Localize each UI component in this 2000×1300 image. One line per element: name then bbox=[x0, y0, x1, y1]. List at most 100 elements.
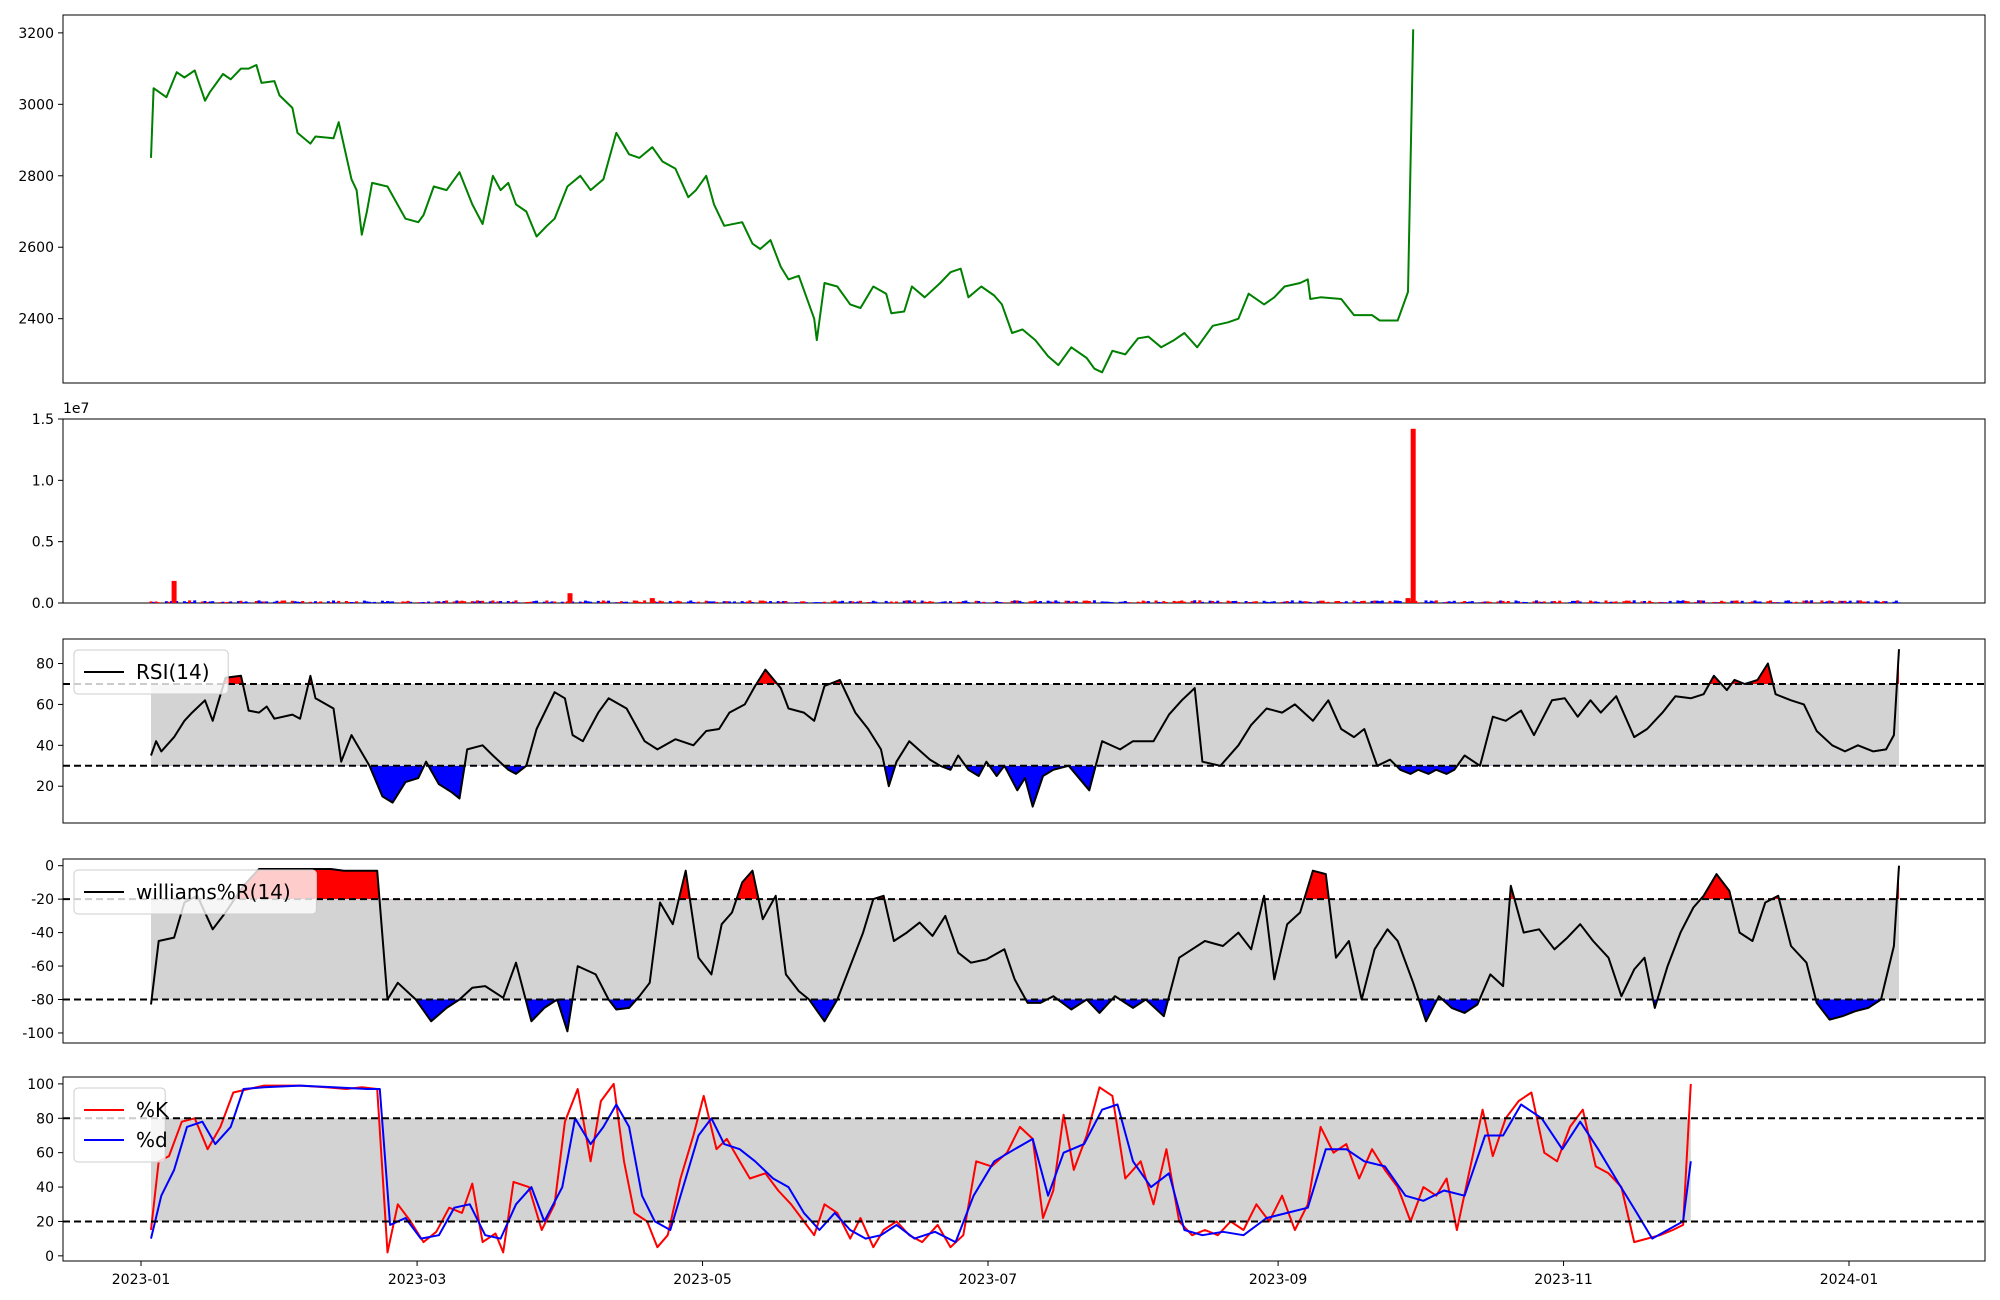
volume-bar bbox=[1704, 602, 1708, 603]
volume-bar bbox=[1092, 600, 1096, 603]
volume-bar bbox=[1182, 601, 1186, 603]
volume-bar bbox=[1591, 601, 1595, 603]
volume-bar bbox=[1015, 600, 1019, 603]
williams-neutral-band bbox=[151, 899, 1899, 1000]
volume-bar bbox=[733, 601, 736, 603]
volume-bar bbox=[1370, 600, 1374, 603]
volume-bar bbox=[1720, 600, 1724, 603]
volume-bar bbox=[1141, 600, 1145, 603]
volume-bar bbox=[1018, 600, 1022, 603]
volume-bar bbox=[1571, 600, 1574, 603]
volume-bar bbox=[152, 602, 156, 603]
volume-bar bbox=[1175, 601, 1179, 603]
volume-bar bbox=[167, 601, 171, 603]
volume-bar bbox=[1100, 601, 1104, 603]
volume-bar bbox=[1686, 601, 1690, 603]
volume-bar bbox=[1717, 602, 1721, 603]
volume-bar bbox=[545, 600, 549, 603]
volume-bar-notable bbox=[1410, 428, 1416, 603]
volume-bars bbox=[149, 428, 1901, 603]
volume-bar bbox=[383, 602, 387, 603]
volume-bar bbox=[1771, 602, 1775, 603]
volume-bar bbox=[1846, 602, 1850, 603]
volume-bar bbox=[784, 601, 788, 603]
volume-bar bbox=[1722, 601, 1726, 603]
volume-bar bbox=[1627, 600, 1631, 603]
volume-bar bbox=[1244, 601, 1248, 603]
volume-bar bbox=[622, 601, 626, 603]
volume-bar bbox=[1542, 601, 1546, 603]
volume-bar bbox=[1828, 600, 1832, 603]
volume-bar bbox=[1303, 601, 1307, 603]
volume-bar bbox=[1213, 602, 1217, 603]
volume-bar bbox=[362, 600, 366, 603]
volume-bar bbox=[1164, 602, 1168, 603]
volume-bar bbox=[1154, 600, 1158, 603]
volume-bar bbox=[308, 601, 312, 603]
volume-bar bbox=[1864, 601, 1868, 603]
volume-bar bbox=[445, 600, 449, 603]
volume-bar bbox=[661, 601, 664, 603]
volume-bar bbox=[1118, 601, 1122, 603]
volume-bar bbox=[779, 601, 783, 603]
volume-bar bbox=[1344, 601, 1348, 603]
volume-bar bbox=[707, 601, 711, 603]
volume-bar bbox=[370, 602, 374, 603]
volume-bar bbox=[869, 602, 873, 603]
volume-bar bbox=[1082, 600, 1086, 603]
price-panel-frame bbox=[62, 14, 1986, 384]
volume-bar bbox=[565, 601, 569, 603]
volume-bar bbox=[211, 601, 215, 603]
volume-bar bbox=[1108, 601, 1112, 603]
volume-bar bbox=[871, 600, 875, 603]
volume-bar bbox=[866, 602, 870, 603]
volume-bar bbox=[236, 601, 240, 603]
volume-bar bbox=[1594, 601, 1598, 603]
stoch-legend-box bbox=[73, 1087, 166, 1163]
volume-bar bbox=[1262, 600, 1266, 603]
volume-bar bbox=[1208, 600, 1212, 603]
volume-bar bbox=[640, 602, 644, 603]
volume-bar bbox=[1812, 602, 1816, 603]
volume-bar bbox=[1445, 601, 1449, 603]
volume-bar bbox=[226, 601, 230, 603]
volume-bar bbox=[889, 601, 893, 603]
volume-bar bbox=[1252, 601, 1256, 603]
volume-bar bbox=[1190, 600, 1194, 603]
volume-bar bbox=[946, 602, 950, 603]
volume-bar bbox=[1501, 600, 1505, 603]
stoch-ytick-label: 80 bbox=[36, 1111, 54, 1127]
volume-bar bbox=[262, 601, 266, 603]
williams-panel-frame bbox=[62, 858, 1986, 1044]
volume-bar bbox=[1136, 601, 1140, 603]
volume-bar bbox=[278, 601, 281, 603]
volume-bar bbox=[668, 601, 672, 603]
volume-bar bbox=[964, 600, 968, 603]
volume-bar bbox=[691, 601, 695, 603]
volume-bar bbox=[1733, 600, 1736, 603]
volume-bar bbox=[352, 602, 356, 603]
price-ytick-label: 2600 bbox=[18, 240, 54, 256]
x-tick-label: 2024-01 bbox=[1820, 1272, 1879, 1288]
volume-bar bbox=[1643, 601, 1646, 603]
volume-bar bbox=[1694, 601, 1698, 603]
rsi-ytick-label: 20 bbox=[36, 779, 54, 795]
volume-bar bbox=[1640, 601, 1644, 603]
volume-bar bbox=[1789, 601, 1793, 603]
volume-bar bbox=[1324, 602, 1328, 603]
volume-bar bbox=[712, 601, 716, 603]
volume-bar bbox=[1751, 601, 1754, 603]
stoch-legend-label: %K bbox=[136, 1098, 169, 1122]
volume-bar bbox=[1894, 600, 1898, 603]
volume-bar bbox=[1028, 601, 1032, 603]
volume-bar bbox=[1535, 600, 1538, 603]
volume-bar bbox=[1519, 602, 1523, 603]
volume-bar bbox=[1486, 601, 1490, 603]
volume-bar bbox=[1560, 602, 1564, 603]
volume-bar bbox=[149, 601, 153, 603]
volume-bar bbox=[1712, 601, 1716, 603]
rsi-oversold-fill bbox=[151, 765, 1899, 807]
volume-bar bbox=[200, 601, 204, 603]
volume-bar bbox=[1308, 602, 1312, 603]
